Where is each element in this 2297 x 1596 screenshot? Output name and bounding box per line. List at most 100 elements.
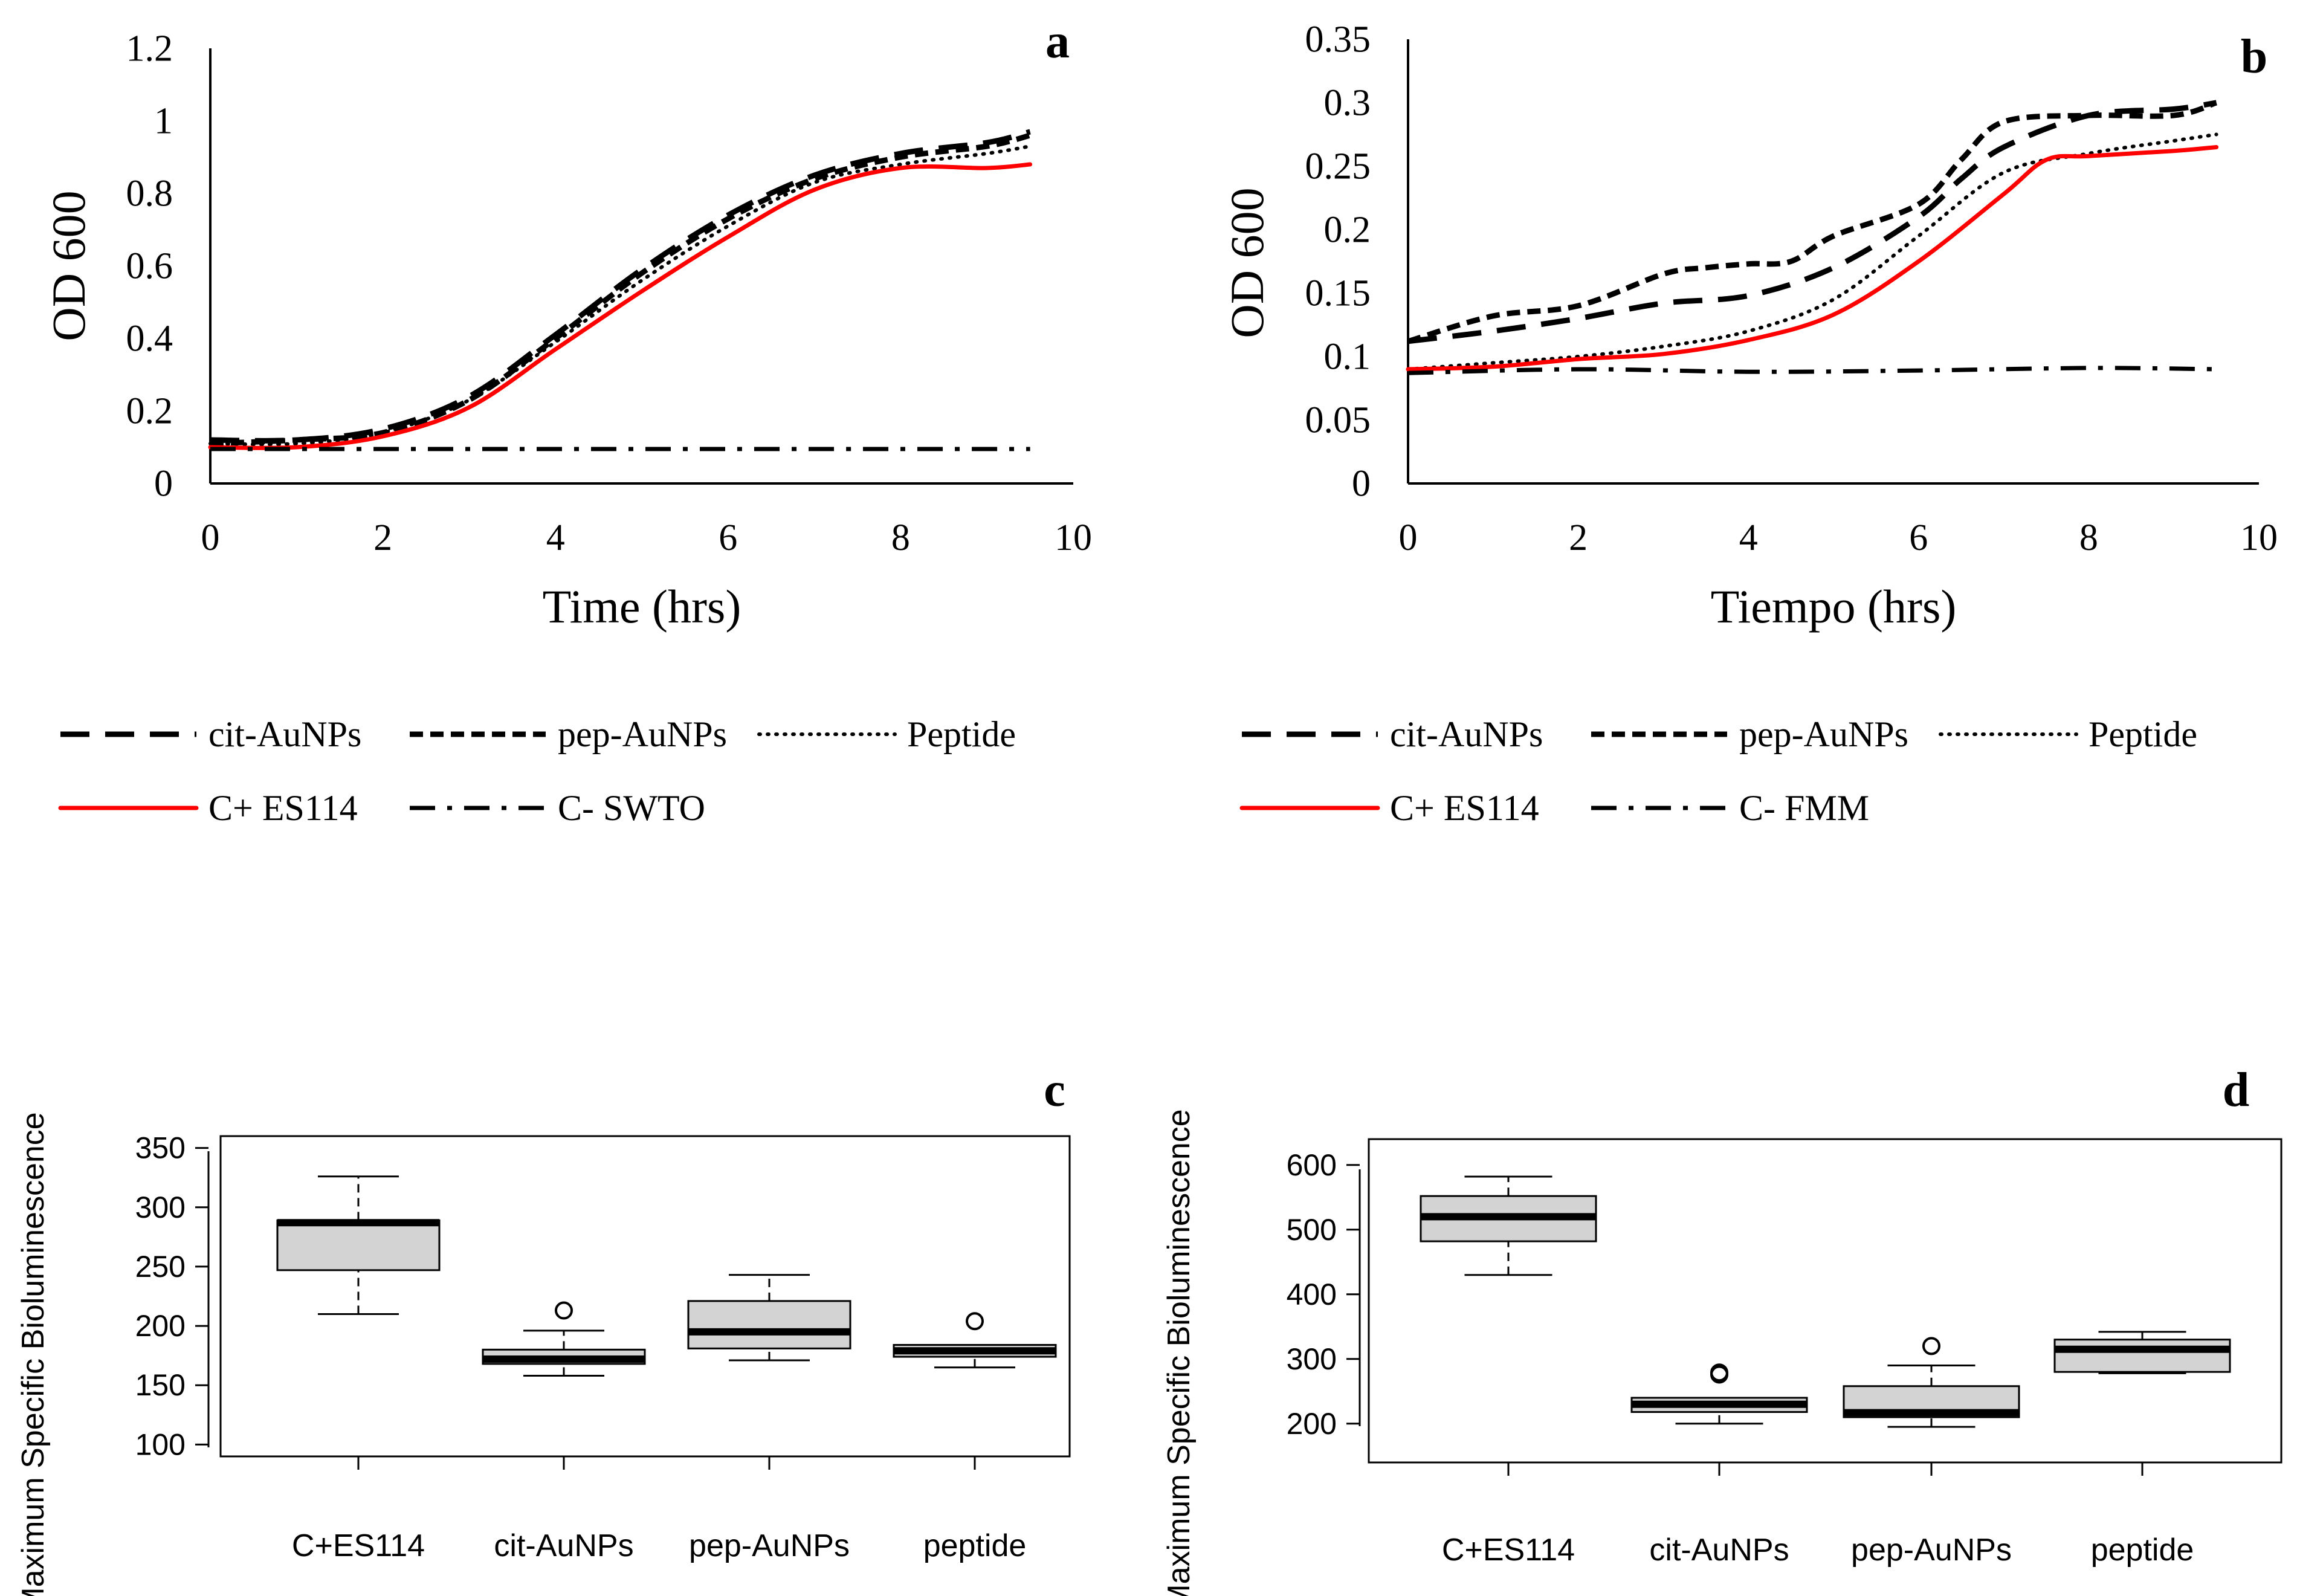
panel-d: 200 300 400 500 600 C+ES114 cit-AuNPs pep-AuNP… (1161, 1064, 2282, 1596)
a-y-tick-label: 1.2 (126, 28, 173, 69)
d-box-c-es114 (1420, 1175, 1597, 1276)
d-y-tick-label: 300 (1287, 1342, 1337, 1376)
b-x-tick-label: 4 (1739, 517, 1758, 558)
c-iqr-box (276, 1219, 441, 1271)
panel-d-y-tick-labels: 200 300 400 500 600 (1287, 1148, 1360, 1441)
panel-c-y-tick-labels: 100 150 200 250 300 350 (135, 1131, 208, 1461)
c-outlier (966, 1312, 984, 1331)
b-x-tick-label: 6 (1909, 517, 1928, 558)
a-legend-label: C- SWTO (558, 788, 705, 828)
b-series-cit-aunps (1407, 100, 2217, 344)
b-series-peptide (1406, 132, 2218, 371)
d-category-label: peptide (2091, 1533, 2194, 1568)
c-y-tick-label: 150 (135, 1368, 186, 1402)
a-y-tick-label: 0.4 (126, 318, 173, 359)
d-box-peptide (2053, 1331, 2231, 1374)
d-iqr-box (2053, 1339, 2231, 1373)
b-series-c-es114 (1406, 145, 2219, 372)
b-y-tick-label: 0.35 (1305, 19, 1371, 60)
d-category-label: pep-AuNPs (1851, 1533, 2012, 1568)
d-y-tick-label: 500 (1287, 1213, 1337, 1247)
panel-b-y-tick-labels: 0 0.05 0.1 0.15 0.2 0.25 0.3 0.35 (1305, 19, 1371, 504)
b-x-tick-label: 10 (2240, 517, 2278, 558)
b-legend-label: cit-AuNPs (1390, 714, 1543, 754)
a-y-tick-label: 0.8 (126, 173, 173, 214)
panel-c: 100 150 200 250 300 350 C+ES114 cit-AuNPs pep-A… (16, 1064, 1071, 1596)
b-y-tick-label: 0.2 (1324, 209, 1371, 250)
c-y-tick-label: 350 (135, 1131, 186, 1165)
a-x-tick-label: 0 (201, 517, 220, 558)
a-x-tick-label: 2 (373, 517, 392, 558)
panel-c-ylabel: Maximum Specific Bioluminescence (16, 1112, 51, 1596)
b-y-tick-label: 0.3 (1324, 82, 1371, 123)
a-y-tick-label: 0 (154, 463, 173, 504)
panel-a-legend: cit-AuNPs pep-AuNPs Peptide C+ ES114 C- SWTO (58, 714, 1016, 828)
c-category-label: peptide (923, 1528, 1027, 1563)
panel-d-plot-frame (1368, 1138, 2282, 1464)
c-iqr-box (687, 1300, 851, 1349)
a-x-tick-label: 4 (546, 517, 565, 558)
d-category-label: C+ES114 (1442, 1533, 1575, 1568)
a-y-tick-label: 1 (154, 100, 173, 141)
d-y-tick-label: 600 (1287, 1148, 1337, 1182)
c-y-tick-label: 300 (135, 1191, 186, 1224)
panel-c-letter: c (1044, 1064, 1065, 1117)
panel-b-letter: b (2241, 30, 2268, 83)
d-y-tick-label: 400 (1287, 1278, 1337, 1311)
a-series-pep-aunps (210, 132, 1031, 447)
a-legend-label: pep-AuNPs (558, 714, 727, 754)
panel-a: 0 0.2 0.4 0.6 0.8 1 1.2 0 2 4 6 8 10 OD 600 Time (h… (42, 15, 1092, 828)
a-legend-label: Peptide (907, 714, 1016, 754)
panel-b-series (1406, 100, 2219, 375)
c-outlier (555, 1301, 573, 1320)
b-legend-label: C+ ES114 (1390, 788, 1539, 828)
a-x-tick-label: 8 (891, 517, 910, 558)
panel-c-category-labels: C+ES114 cit-AuNPs pep-AuNPs peptide (292, 1456, 1026, 1563)
c-box-c-es114 (276, 1175, 441, 1315)
d-outlier (1710, 1363, 1728, 1382)
c-box-peptide (893, 1312, 1057, 1369)
panel-b-legend: cit-AuNPs pep-AuNPs Peptide C+ ES114 C- FMM (1239, 714, 2197, 828)
d-y-tick-label: 200 (1287, 1407, 1337, 1441)
a-y-tick-label: 0.2 (126, 390, 173, 431)
c-box-pep-aunps (687, 1274, 851, 1362)
d-box-pep-aunps (1843, 1337, 2020, 1428)
c-category-label: cit-AuNPs (494, 1528, 633, 1563)
a-series-c-es114 (208, 162, 1033, 450)
b-legend-label: pep-AuNPs (1739, 714, 1908, 754)
b-x-tick-label: 8 (2079, 517, 2098, 558)
b-legend-label: Peptide (2089, 714, 2197, 754)
panel-a-series (208, 129, 1033, 451)
b-y-tick-label: 0.15 (1305, 273, 1371, 314)
panel-d-category-labels: C+ES114 cit-AuNPs pep-AuNPs peptide (1442, 1462, 2194, 1568)
c-y-tick-label: 250 (135, 1250, 186, 1284)
b-x-tick-label: 0 (1399, 517, 1418, 558)
a-x-tick-label: 6 (719, 517, 737, 558)
c-y-tick-label: 200 (135, 1309, 186, 1343)
b-y-tick-label: 0.05 (1305, 399, 1371, 441)
c-y-tick-label: 100 (135, 1427, 186, 1461)
a-series-peptide (208, 144, 1032, 447)
panel-a-letter: a (1045, 15, 1070, 68)
panel-b-xlabel: Tiempo (hrs) (1711, 580, 1957, 633)
b-series-c-fmm (1407, 366, 2217, 375)
b-y-tick-label: 0.1 (1324, 336, 1371, 377)
panel-b-ylabel: OD 600 (1221, 187, 1273, 338)
b-legend-label: C- FMM (1739, 788, 1869, 828)
panel-d-boxes (1420, 1175, 2231, 1428)
panel-a-y-tick-labels: 0 0.2 0.4 0.6 0.8 1 1.2 (126, 28, 173, 504)
a-y-tick-label: 0.6 (126, 245, 173, 286)
panel-a-xlabel: Time (hrs) (543, 580, 741, 633)
panel-b: 0 0.05 0.1 0.15 0.2 0.25 0.3 0.35 0 2 4 6 8 10 OD 60… (1221, 19, 2278, 828)
panel-d-letter: d (2223, 1064, 2250, 1117)
b-x-tick-label: 2 (1569, 517, 1588, 558)
d-outlier (1922, 1337, 1940, 1355)
d-category-label: cit-AuNPs (1649, 1533, 1789, 1568)
panel-b-x-tick-labels: 0 2 4 6 8 10 (1399, 517, 2278, 558)
panel-d-ylabel: Maximum Specific Bioluminescence (1161, 1109, 1197, 1596)
a-x-tick-label: 10 (1055, 517, 1092, 558)
b-y-tick-label: 0.25 (1305, 146, 1371, 187)
c-box-cit-aunps (482, 1301, 646, 1377)
panel-c-plot-frame (219, 1135, 1071, 1458)
